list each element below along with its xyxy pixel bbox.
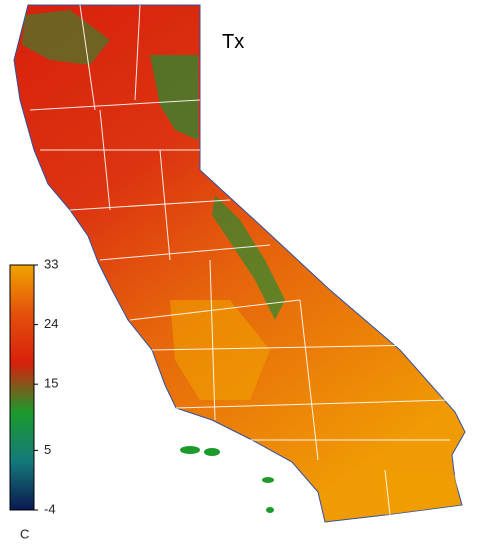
county-lines (29, 4, 451, 516)
colorbar-gradient (9, 264, 35, 511)
map-title: Tx (222, 31, 244, 53)
colorbar: C 33 24 15 5 -4 (9, 256, 58, 541)
state-map (13, 4, 466, 523)
mountain-region (22, 10, 110, 65)
warm-region (170, 300, 270, 400)
state-shape (13, 4, 466, 523)
colorbar-tick-label: -4 (44, 501, 56, 516)
colorbar-tick-label: 24 (44, 316, 58, 331)
colorbar-unit: C (20, 526, 29, 541)
warm-region (380, 470, 460, 515)
colorbar-tick-label: 5 (44, 442, 51, 457)
mountain-region (212, 195, 285, 320)
islands (180, 446, 274, 513)
colorbar-tick-label: 33 (44, 256, 58, 271)
colorbar-tick-label: 15 (44, 376, 58, 391)
mountain-region (150, 55, 198, 140)
